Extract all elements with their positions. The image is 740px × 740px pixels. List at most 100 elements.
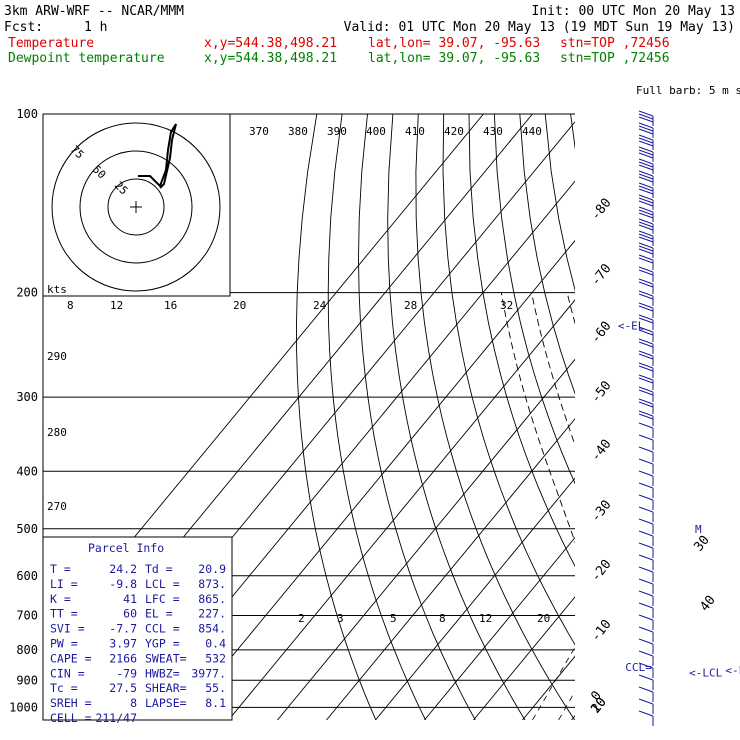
parcel-key: LI = (50, 577, 78, 591)
wind-barb (638, 698, 654, 714)
mixing-ratio-labels: 2 3 5 8 12 20 (298, 612, 550, 625)
parcel-value: 2166 (109, 651, 137, 665)
pressure-label: 500 (16, 522, 38, 536)
moist-adiabat (661, 293, 709, 720)
wind-barb (638, 182, 654, 198)
isotherm-label: -20 (588, 557, 614, 585)
wind-barb (638, 302, 654, 318)
parcel-value: 0.4 (205, 637, 226, 651)
pressure-label: 900 (16, 673, 38, 687)
init-time: Init: 00 UTC Mon 20 May 13 (532, 4, 736, 19)
hodograph-units: kts (47, 283, 67, 296)
parcel-value: 873. (198, 577, 226, 591)
mixing-ratio-label: 3 (337, 612, 344, 625)
temperature-profile (620, 114, 731, 697)
parcel-key: Td = (145, 562, 173, 576)
mixing-ratio-line (657, 576, 734, 720)
fcst-value: 1 h (84, 20, 107, 35)
parcel-key: T = (50, 562, 71, 576)
temperature-stn: stn=TOP ,72456 (560, 36, 670, 51)
wind-barb (638, 662, 654, 678)
wind-barb (638, 614, 654, 630)
theta-label: 390 (327, 125, 347, 138)
parcel-value: 41 (123, 592, 137, 606)
mixing-ratio-label: 2 (298, 612, 305, 625)
parcel-value: 24.2 (109, 562, 137, 576)
parcel-key: SHEAR= (145, 681, 187, 695)
wind-barb (638, 122, 654, 138)
wind-barb (638, 290, 654, 306)
parcel-key: SVI = (50, 622, 85, 636)
theta-label: 410 (405, 125, 425, 138)
parcel-key: TT = (50, 607, 78, 621)
dry-adiabat (442, 114, 575, 646)
parcel-key: LAPSE= (145, 696, 187, 710)
mixing-ratio-label: 12 (479, 612, 492, 625)
theta-label-left: 280 (47, 426, 67, 439)
parcel-value: 227. (198, 607, 226, 621)
pressure-label: 100 (16, 107, 38, 121)
dry-adiabat (621, 114, 740, 720)
parcel-key: PW = (50, 637, 78, 651)
dry-adiabat (698, 114, 740, 720)
temperature-legend: Temperature (8, 36, 94, 51)
theta-e-label: 20 (233, 299, 246, 312)
isotherm-line (375, 477, 575, 720)
pressure-label: 800 (16, 643, 38, 657)
wind-barb (638, 350, 654, 366)
wind-barb (638, 602, 654, 618)
isotherm-line (277, 358, 575, 720)
isotherm-label: -80 (588, 196, 614, 224)
hodograph-ring (51, 122, 221, 292)
parcel-key: Tc = (50, 681, 78, 695)
mixing-ratio-line (627, 576, 706, 720)
parcel-value: 854. (198, 622, 226, 636)
pressure-label: 700 (16, 609, 38, 623)
mixing-ratio-label: 20 (537, 612, 550, 625)
theta-label: 440 (522, 125, 542, 138)
parcel-value: 20.9 (198, 562, 226, 576)
wind-barbs (638, 110, 654, 726)
wind-barb (638, 374, 654, 390)
dry-adiabat (519, 114, 575, 395)
wind-barb (638, 242, 654, 258)
dry-adiabat (672, 114, 740, 720)
wind-barb (638, 458, 654, 474)
level-annotation: <-LCL (689, 666, 722, 679)
wind-barb (638, 230, 654, 246)
isotherm-line (473, 596, 575, 720)
wind-barb (638, 710, 654, 726)
level-annotation: CCL= (625, 661, 652, 674)
pressure-label: 200 (16, 286, 38, 300)
moist-adiabat (531, 292, 575, 447)
isotherm-line (228, 299, 575, 720)
wind-barb (638, 398, 654, 414)
wind-barb (638, 362, 654, 378)
wind-barb (638, 674, 654, 690)
mixing-ratio-line (593, 576, 674, 720)
theta-label: 380 (288, 125, 308, 138)
parcel-key: CAPE = (50, 651, 92, 665)
parcel-value: 60 (123, 607, 137, 621)
theta-e-label: 16 (164, 299, 177, 312)
wind-barb (638, 158, 654, 174)
temperature-latlon: lat,lon= 39.07, -95.63 (368, 36, 540, 51)
dry-adiabat (387, 114, 526, 720)
theta-labels: 370 380 390 400 410 420 430 440 290 280 270 8 12 16 20… (47, 125, 542, 513)
wind-barb-key: Full barb: 5 m s⁻¹ (636, 84, 740, 97)
wind-barb (638, 578, 654, 594)
wind-barb (638, 506, 654, 522)
dewpoint-stn: stn=TOP ,72456 (560, 51, 670, 66)
wind-barb (638, 590, 654, 606)
parcel-info-rows: T = 24.2 Td = 20.9 LI = -9.8 LCL = 873. K = 41 LFC… (50, 562, 226, 725)
dry-adiabat (647, 114, 740, 720)
dewpoint-latlon: lat,lon= 39.07, -95.63 (368, 51, 540, 66)
moist-adiabat (709, 293, 740, 720)
parcel-value: 55. (205, 681, 226, 695)
theta-e-label: 28 (404, 299, 417, 312)
parcel-key: SREH = (50, 696, 92, 710)
parcel-value: -9.8 (109, 577, 137, 591)
parcel-key: HWBZ= (145, 666, 180, 680)
mixing-ratio-label: 8 (439, 612, 446, 625)
parcel-value: 8 (130, 696, 137, 710)
